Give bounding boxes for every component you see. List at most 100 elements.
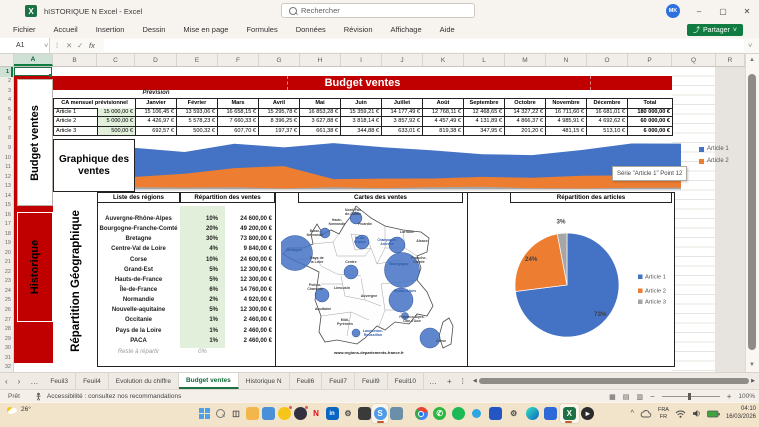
table-cell-value[interactable]: 16 681,01 €	[587, 107, 628, 118]
app-yellow-icon[interactable]	[276, 404, 292, 423]
table-cell-budget[interactable]: 15 000,00 €	[98, 107, 136, 118]
avatar[interactable]: MK	[666, 4, 680, 18]
column-header-B[interactable]: B	[53, 54, 97, 66]
formula-expand-icon[interactable]: ˅	[748, 41, 753, 50]
row-header-14[interactable]: 14	[4, 192, 11, 199]
region-name[interactable]: Bourgogne-Franche-Comté	[99, 226, 178, 233]
sheet-tab-budget-ventes[interactable]: Budget ventes	[178, 373, 239, 389]
row-header-24[interactable]: 24	[4, 287, 11, 294]
region-pct[interactable]: 5%	[209, 276, 218, 283]
app-dark-icon[interactable]	[356, 404, 372, 423]
table-cell-value[interactable]: 481,15 €	[546, 126, 587, 137]
table-header-month[interactable]: Avril	[259, 98, 300, 109]
maximize-button[interactable]: ▢	[719, 6, 727, 16]
new-sheet-button[interactable]: +	[447, 376, 452, 386]
table-cell-total[interactable]: 60 000,00 €	[628, 117, 673, 127]
linkedin-icon[interactable]: in	[324, 404, 340, 423]
table-cell-value[interactable]: 633,01 €	[382, 126, 423, 137]
region-name[interactable]: Hauts-de-France	[114, 276, 163, 283]
sheet-tab-feuil4[interactable]: Feuil4	[76, 373, 109, 389]
hscroll-right-icon[interactable]: ▶	[751, 378, 755, 384]
table-cell-value[interactable]: 692,57 €	[136, 126, 177, 137]
row-header-22[interactable]: 22	[4, 268, 11, 275]
region-amount[interactable]: 12 300,00 €	[240, 307, 272, 314]
table-cell-article[interactable]: Article 3	[54, 126, 98, 137]
table-cell-budget[interactable]: 500,00 €	[98, 126, 136, 137]
region-pct[interactable]: 20%	[205, 226, 218, 233]
zoom-slider-thumb[interactable]	[687, 393, 691, 400]
ribbon-tab-accueil[interactable]: Accueil	[53, 25, 78, 34]
region-pct[interactable]: 2%	[209, 297, 218, 304]
column-header-R[interactable]: R	[716, 54, 745, 66]
region-name[interactable]: Centre-Val de Loire	[111, 246, 166, 253]
table-header-total[interactable]: Total	[628, 98, 673, 109]
ribbon-tab-formules[interactable]: Formules	[246, 25, 278, 34]
table-cell-value[interactable]: 201,20 €	[505, 126, 546, 137]
row-header-17[interactable]: 17	[4, 221, 11, 228]
ribbon-tab-insertion[interactable]: Insertion	[95, 25, 125, 34]
sheet-tab-feuil6[interactable]: Feuil6	[290, 373, 323, 389]
region-amount[interactable]: 49 200,00 €	[240, 226, 272, 233]
tabs-splitter[interactable]: ⁞	[461, 376, 464, 386]
start-button[interactable]	[196, 404, 212, 423]
ribbon-tab-mise-en-page[interactable]: Mise en page	[183, 25, 229, 34]
row-header-18[interactable]: 18	[4, 230, 11, 237]
column-header-Q[interactable]: Q	[672, 54, 716, 66]
region-pct[interactable]: 6%	[209, 287, 218, 294]
name-box[interactable]: A1	[0, 38, 50, 53]
table-cell-value[interactable]: 607,70 €	[218, 126, 259, 137]
region-name[interactable]: PACA	[130, 337, 147, 344]
table-cell-value[interactable]: 4 131,89 €	[464, 117, 505, 127]
table-cell-budget[interactable]: 5 000,00 €	[98, 117, 136, 127]
tabs-prev-icon[interactable]: ‹	[5, 376, 8, 386]
column-header-C[interactable]: C	[97, 54, 135, 66]
region-amount[interactable]: 73 800,00 €	[240, 236, 272, 243]
speaker-icon[interactable]	[692, 409, 701, 418]
row-header-23[interactable]: 23	[4, 278, 11, 285]
settings-icon[interactable]: ⚙	[344, 409, 352, 418]
region-name[interactable]: Occitanie	[124, 317, 152, 324]
table-header-month[interactable]: Octobre	[505, 98, 546, 109]
row-header-1[interactable]: 1	[0, 67, 13, 77]
region-name[interactable]: Pays de la Loire	[115, 327, 162, 334]
table-cell-value[interactable]: 347,95 €	[464, 126, 505, 137]
table-header-month[interactable]: Août	[423, 98, 464, 109]
table-cell-value[interactable]: 14 177,49 €	[382, 107, 423, 118]
region-amount[interactable]: 14 760,00 €	[240, 287, 272, 294]
hidden-sheets-icon[interactable]: …	[429, 376, 437, 386]
sheet-tab-evolution-du-chiffre[interactable]: Evolution du chiffre	[109, 373, 179, 389]
row-header-7[interactable]: 7	[7, 125, 11, 132]
app-blue-icon[interactable]	[486, 404, 505, 423]
spotify-icon[interactable]	[449, 404, 468, 423]
column-header-D[interactable]: D	[135, 54, 177, 66]
table-cell-value[interactable]: 197,37 €	[259, 126, 300, 137]
ribbon-tab-révision[interactable]: Révision	[343, 25, 373, 34]
select-all-corner[interactable]	[0, 54, 14, 67]
region-name[interactable]: Grand-Est	[123, 266, 153, 273]
media-icon[interactable]: ▸	[579, 404, 598, 423]
onedrive-cloud-icon[interactable]	[640, 409, 652, 418]
row-header-16[interactable]: 16	[4, 211, 11, 218]
table-cell-value[interactable]: 16 853,28 €	[300, 107, 341, 118]
region-pct[interactable]: 5%	[209, 307, 218, 314]
france-map[interactable]: Nord-Pas de-Calais Picardie Haute- Normandie…	[277, 204, 459, 370]
table-cell-value[interactable]: 661,38 €	[300, 126, 341, 137]
table-cell-value[interactable]: 15 106,45 €	[136, 107, 177, 118]
region-pct[interactable]: 4%	[209, 246, 218, 253]
sales-area-chart[interactable]	[135, 138, 687, 192]
wifi-icon[interactable]	[675, 409, 686, 418]
ribbon-tab-affichage[interactable]: Affichage	[390, 25, 422, 34]
row-header-30[interactable]: 30	[4, 345, 11, 352]
table-header-month[interactable]: Décembre	[587, 98, 628, 109]
region-pct[interactable]: 10%	[205, 216, 218, 223]
region-pct[interactable]: 30%	[205, 236, 218, 243]
table-header-month[interactable]: Juillet	[382, 98, 423, 109]
column-header-K[interactable]: K	[423, 54, 464, 66]
column-header-P[interactable]: P	[628, 54, 672, 66]
table-cell-value[interactable]: 15 359,21 €	[341, 107, 382, 118]
cancel-entry-icon[interactable]: ✕	[66, 41, 73, 50]
region-amount[interactable]: 2 460,00 €	[243, 327, 272, 334]
column-header-E[interactable]: E	[177, 54, 218, 66]
column-header-L[interactable]: L	[464, 54, 505, 66]
table-header-month[interactable]: Mai	[300, 98, 341, 109]
